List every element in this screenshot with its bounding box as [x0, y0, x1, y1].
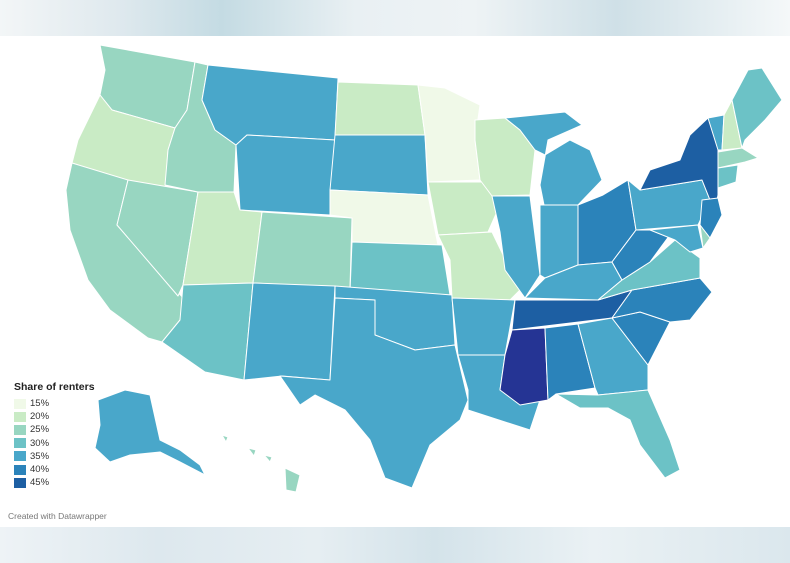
legend-label: 30% [30, 437, 50, 449]
state-pennsylvania[interactable] [627, 179, 711, 231]
state-arkansas[interactable] [451, 297, 516, 356]
state-iowa[interactable] [427, 181, 501, 236]
legend-item: 15% [14, 397, 134, 410]
choropleth-map [0, 36, 790, 527]
legend-swatch [14, 451, 26, 462]
legend-label: 15% [30, 398, 50, 410]
legend: Share of renters 15% 20% 25% 30% 35% 40% 45% [14, 381, 134, 489]
state-maine[interactable] [731, 67, 783, 149]
top-gradient-band [0, 0, 790, 36]
legend-swatch [14, 438, 26, 449]
legend-label: 20% [30, 411, 50, 423]
legend-swatch [14, 411, 26, 422]
state-north-dakota[interactable] [334, 81, 426, 136]
legend-swatch [14, 464, 26, 475]
state-texas[interactable] [279, 297, 469, 489]
legend-swatch [14, 398, 26, 409]
legend-title: Share of renters [14, 381, 95, 393]
legend-item: 20% [14, 410, 134, 423]
legend-swatch [14, 424, 26, 435]
us-states-map [65, 44, 783, 493]
state-kansas[interactable] [349, 241, 451, 296]
state-michigan[interactable] [504, 111, 603, 211]
state-wyoming[interactable] [235, 134, 336, 216]
state-alaska[interactable] [94, 389, 206, 476]
legend-label: 45% [30, 477, 50, 489]
legend-item: 45% [14, 476, 134, 489]
legend-item: 30% [14, 437, 134, 450]
legend-items: 15% 20% 25% 30% 35% 40% 45% [14, 397, 134, 489]
state-maryland[interactable] [649, 224, 704, 253]
state-new-jersey[interactable] [699, 197, 723, 239]
state-hawaii[interactable] [221, 434, 301, 493]
legend-label: 40% [30, 464, 50, 476]
bottom-gradient-band [0, 527, 790, 563]
legend-item: 40% [14, 463, 134, 476]
state-florida[interactable] [555, 389, 681, 479]
legend-item: 25% [14, 423, 134, 436]
state-montana[interactable] [201, 64, 339, 146]
legend-label: 25% [30, 424, 50, 436]
credit-text: Created with Datawrapper [8, 511, 107, 521]
legend-swatch [14, 477, 26, 488]
state-connecticut[interactable] [717, 164, 739, 189]
state-south-dakota[interactable] [329, 134, 429, 196]
state-alabama[interactable] [544, 323, 596, 401]
state-new-mexico[interactable] [243, 282, 336, 381]
legend-item: 35% [14, 450, 134, 463]
state-delaware[interactable] [699, 224, 711, 249]
state-colorado[interactable] [252, 211, 353, 289]
legend-label: 35% [30, 450, 50, 462]
state-massachusetts[interactable] [717, 147, 759, 169]
state-minnesota[interactable] [417, 84, 481, 183]
